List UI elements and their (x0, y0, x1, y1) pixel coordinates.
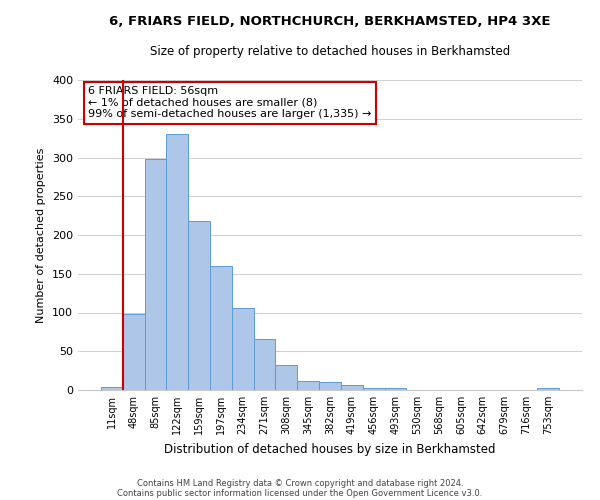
Y-axis label: Number of detached properties: Number of detached properties (37, 148, 46, 322)
Text: 6 FRIARS FIELD: 56sqm
← 1% of detached houses are smaller (8)
99% of semi-detach: 6 FRIARS FIELD: 56sqm ← 1% of detached h… (88, 86, 371, 120)
Text: Contains public sector information licensed under the Open Government Licence v3: Contains public sector information licen… (118, 490, 482, 498)
Bar (275, 365, 297, 390)
Bar (297, 380, 319, 390)
Bar (363, 388, 385, 390)
Bar (341, 386, 363, 390)
Bar (145, 159, 166, 390)
Bar (123, 314, 145, 390)
Bar (210, 266, 232, 390)
Bar (319, 382, 341, 390)
Bar (385, 388, 406, 390)
Text: Size of property relative to detached houses in Berkhamsted: Size of property relative to detached ho… (150, 45, 510, 58)
Bar (254, 339, 275, 390)
Bar (188, 221, 210, 390)
Text: Contains HM Land Registry data © Crown copyright and database right 2024.: Contains HM Land Registry data © Crown c… (137, 478, 463, 488)
X-axis label: Distribution of detached houses by size in Berkhamsted: Distribution of detached houses by size … (164, 442, 496, 456)
Bar (166, 134, 188, 390)
Text: 6, FRIARS FIELD, NORTHCHURCH, BERKHAMSTED, HP4 3XE: 6, FRIARS FIELD, NORTHCHURCH, BERKHAMSTE… (109, 15, 551, 28)
Bar (232, 308, 254, 390)
Bar (101, 387, 123, 390)
Bar (537, 388, 559, 390)
